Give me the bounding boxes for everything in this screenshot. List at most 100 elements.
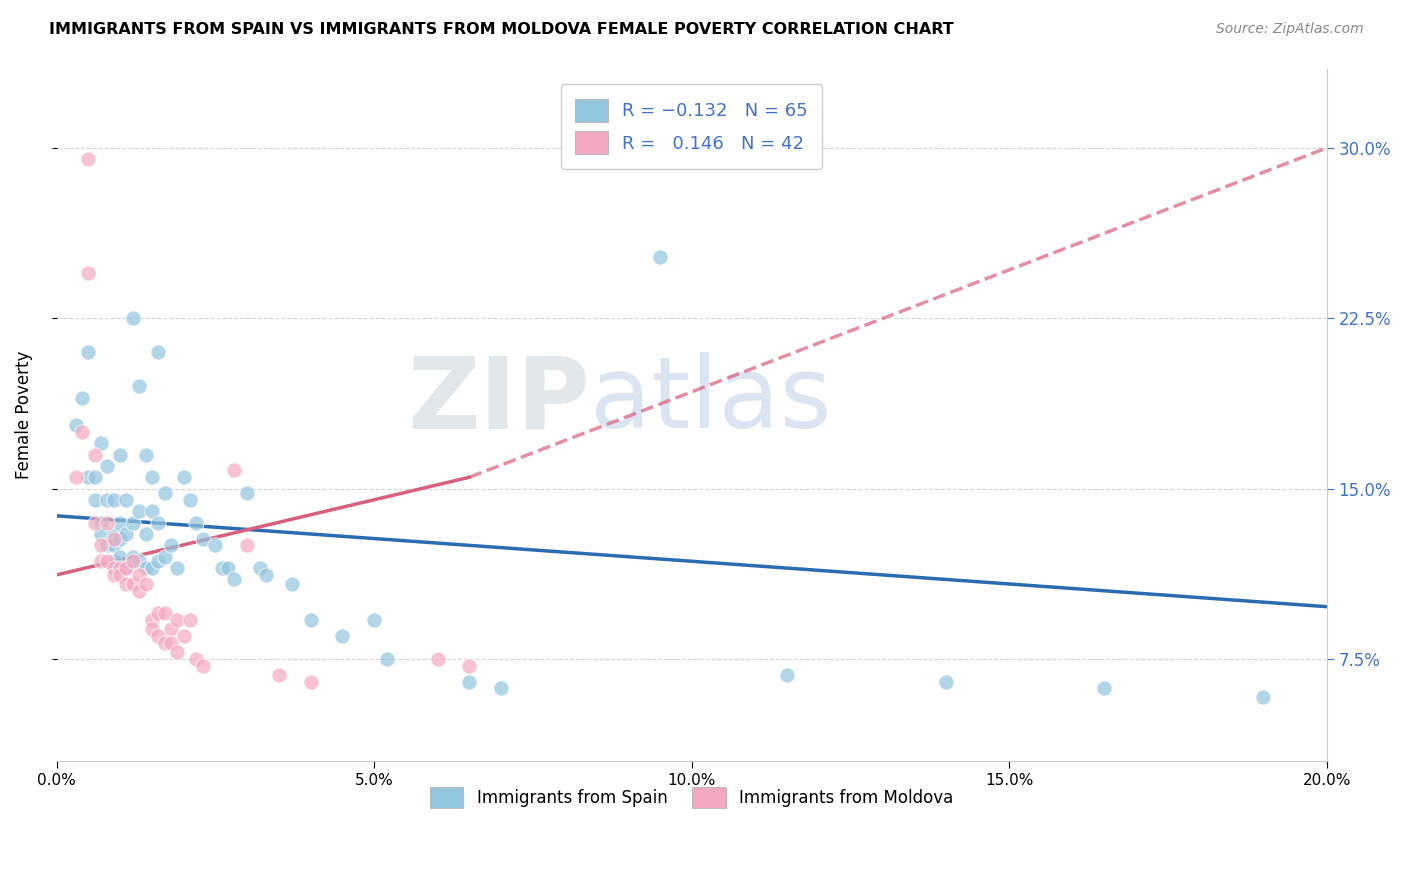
Point — [191, 658, 214, 673]
Point — [77, 470, 100, 484]
Point — [148, 516, 170, 530]
Legend: Immigrants from Spain, Immigrants from Moldova: Immigrants from Spain, Immigrants from M… — [423, 780, 960, 815]
Text: ZIP: ZIP — [408, 352, 591, 450]
Point — [299, 613, 322, 627]
Point — [160, 636, 183, 650]
Point — [141, 561, 163, 575]
Point — [141, 613, 163, 627]
Point — [148, 554, 170, 568]
Point — [121, 577, 143, 591]
Point — [160, 623, 183, 637]
Point — [90, 436, 112, 450]
Point — [179, 613, 201, 627]
Point — [458, 674, 481, 689]
Point — [103, 527, 125, 541]
Point — [83, 448, 105, 462]
Point — [96, 458, 118, 473]
Point — [249, 561, 271, 575]
Point — [153, 486, 176, 500]
Point — [128, 567, 150, 582]
Point — [648, 250, 671, 264]
Point — [179, 492, 201, 507]
Point — [96, 538, 118, 552]
Point — [77, 266, 100, 280]
Point — [134, 561, 156, 575]
Point — [153, 636, 176, 650]
Point — [1092, 681, 1115, 696]
Text: Source: ZipAtlas.com: Source: ZipAtlas.com — [1216, 22, 1364, 37]
Point — [224, 573, 246, 587]
Point — [70, 425, 93, 439]
Point — [70, 391, 93, 405]
Point — [458, 658, 481, 673]
Point — [77, 153, 100, 167]
Point — [128, 504, 150, 518]
Point — [128, 583, 150, 598]
Point — [160, 538, 183, 552]
Point — [211, 561, 233, 575]
Point — [236, 486, 259, 500]
Point — [186, 652, 208, 666]
Point — [103, 561, 125, 575]
Point — [115, 561, 138, 575]
Point — [153, 549, 176, 564]
Point — [65, 417, 87, 432]
Point — [935, 674, 957, 689]
Point — [363, 613, 385, 627]
Point — [90, 527, 112, 541]
Text: IMMIGRANTS FROM SPAIN VS IMMIGRANTS FROM MOLDOVA FEMALE POVERTY CORRELATION CHAR: IMMIGRANTS FROM SPAIN VS IMMIGRANTS FROM… — [49, 22, 953, 37]
Point — [115, 577, 138, 591]
Point — [103, 554, 125, 568]
Point — [224, 463, 246, 477]
Point — [121, 554, 143, 568]
Point — [108, 516, 131, 530]
Point — [153, 607, 176, 621]
Point — [121, 516, 143, 530]
Point — [166, 645, 188, 659]
Point — [108, 561, 131, 575]
Point — [121, 311, 143, 326]
Y-axis label: Female Poverty: Female Poverty — [15, 351, 32, 479]
Text: atlas: atlas — [591, 352, 831, 450]
Point — [330, 629, 353, 643]
Point — [134, 448, 156, 462]
Point — [115, 561, 138, 575]
Point — [375, 652, 398, 666]
Point — [108, 532, 131, 546]
Point — [115, 492, 138, 507]
Point — [77, 345, 100, 359]
Point — [83, 516, 105, 530]
Point — [134, 527, 156, 541]
Point — [204, 538, 226, 552]
Point — [134, 577, 156, 591]
Point — [299, 674, 322, 689]
Point — [103, 492, 125, 507]
Point — [173, 629, 195, 643]
Point — [148, 345, 170, 359]
Point — [103, 567, 125, 582]
Point — [254, 567, 277, 582]
Point — [166, 561, 188, 575]
Point — [489, 681, 512, 696]
Point — [217, 561, 239, 575]
Point — [121, 549, 143, 564]
Point — [115, 527, 138, 541]
Point — [96, 554, 118, 568]
Point — [90, 554, 112, 568]
Point — [186, 516, 208, 530]
Point — [776, 667, 799, 681]
Point — [108, 448, 131, 462]
Point — [148, 629, 170, 643]
Point — [267, 667, 290, 681]
Point — [426, 652, 449, 666]
Point — [83, 492, 105, 507]
Point — [65, 470, 87, 484]
Point — [1251, 690, 1274, 705]
Point — [173, 470, 195, 484]
Point — [141, 504, 163, 518]
Point — [128, 379, 150, 393]
Point — [90, 516, 112, 530]
Point — [96, 516, 118, 530]
Point — [103, 538, 125, 552]
Point — [280, 577, 302, 591]
